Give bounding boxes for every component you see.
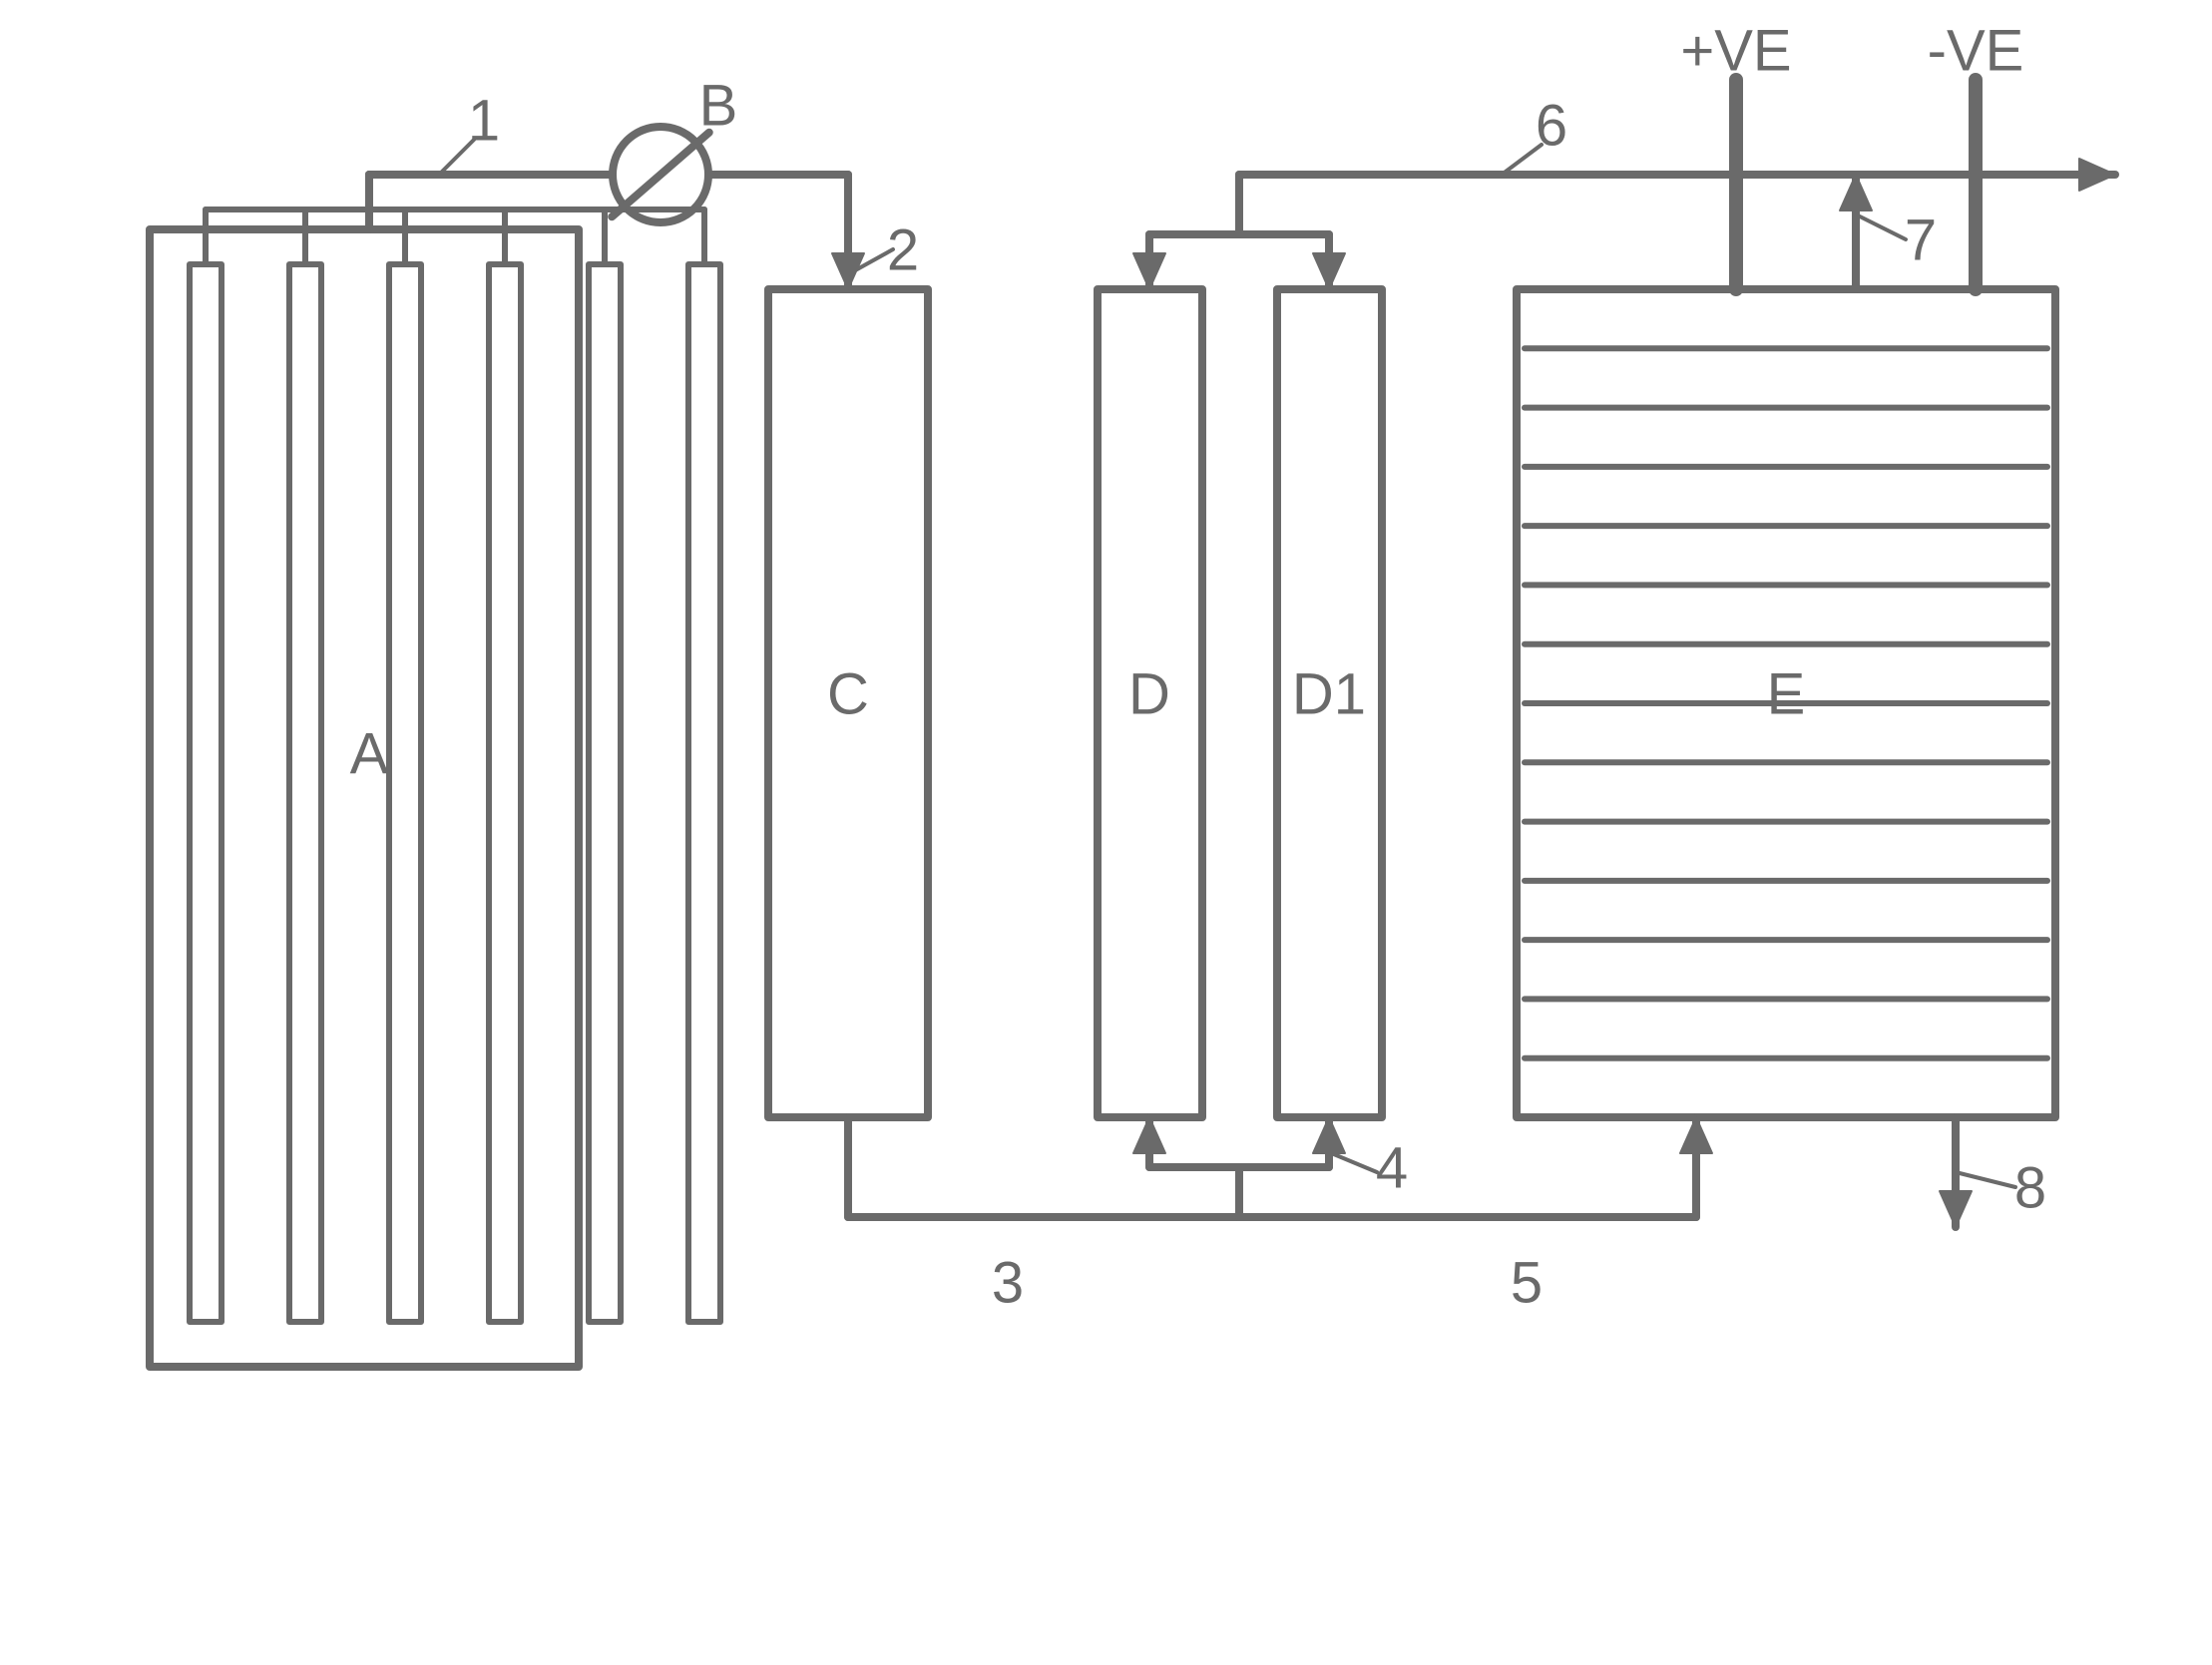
block-a-tube (489, 264, 521, 1322)
label-pVE: +VE (1680, 18, 1791, 83)
arrow-head (1313, 253, 1345, 289)
arrow-head (1313, 1117, 1345, 1153)
label-n3: 3 (992, 1250, 1024, 1315)
arrow-head (2079, 159, 2115, 191)
arrow-head (1133, 1117, 1165, 1153)
leader-n7 (1856, 214, 1906, 239)
label-n6: 6 (1536, 93, 1567, 158)
block-a-tube (389, 264, 421, 1322)
label-A: A (350, 721, 389, 786)
arrow-head (832, 253, 864, 289)
label-n7: 7 (1905, 208, 1937, 272)
arrow-head (1680, 1117, 1712, 1153)
arrow-head (1840, 175, 1872, 210)
label-E: E (1767, 661, 1806, 726)
leader-n4 (1329, 1152, 1377, 1172)
label-D: D (1128, 661, 1170, 726)
label-n1: 1 (468, 88, 500, 153)
label-n4: 4 (1376, 1135, 1408, 1200)
label-D1: D1 (1292, 661, 1366, 726)
leader-n8 (1956, 1172, 2015, 1187)
block-a-outer (150, 229, 579, 1367)
block-a-tube (190, 264, 221, 1322)
label-C: C (827, 661, 869, 726)
block-a-tube (589, 264, 621, 1322)
label-B: B (699, 73, 738, 138)
arrow-head (1133, 253, 1165, 289)
block-a-tube (688, 264, 720, 1322)
diagram-svg: A B C D D1 E 1 2 3 4 5 6 7 8 +VE -VE (0, 0, 2212, 1665)
label-n2: 2 (887, 217, 919, 282)
arrow-head (1940, 1191, 1972, 1227)
label-n5: 5 (1511, 1250, 1543, 1315)
label-nVE: -VE (1928, 18, 2024, 83)
block-a-tube (289, 264, 321, 1322)
label-n8: 8 (2014, 1155, 2046, 1220)
